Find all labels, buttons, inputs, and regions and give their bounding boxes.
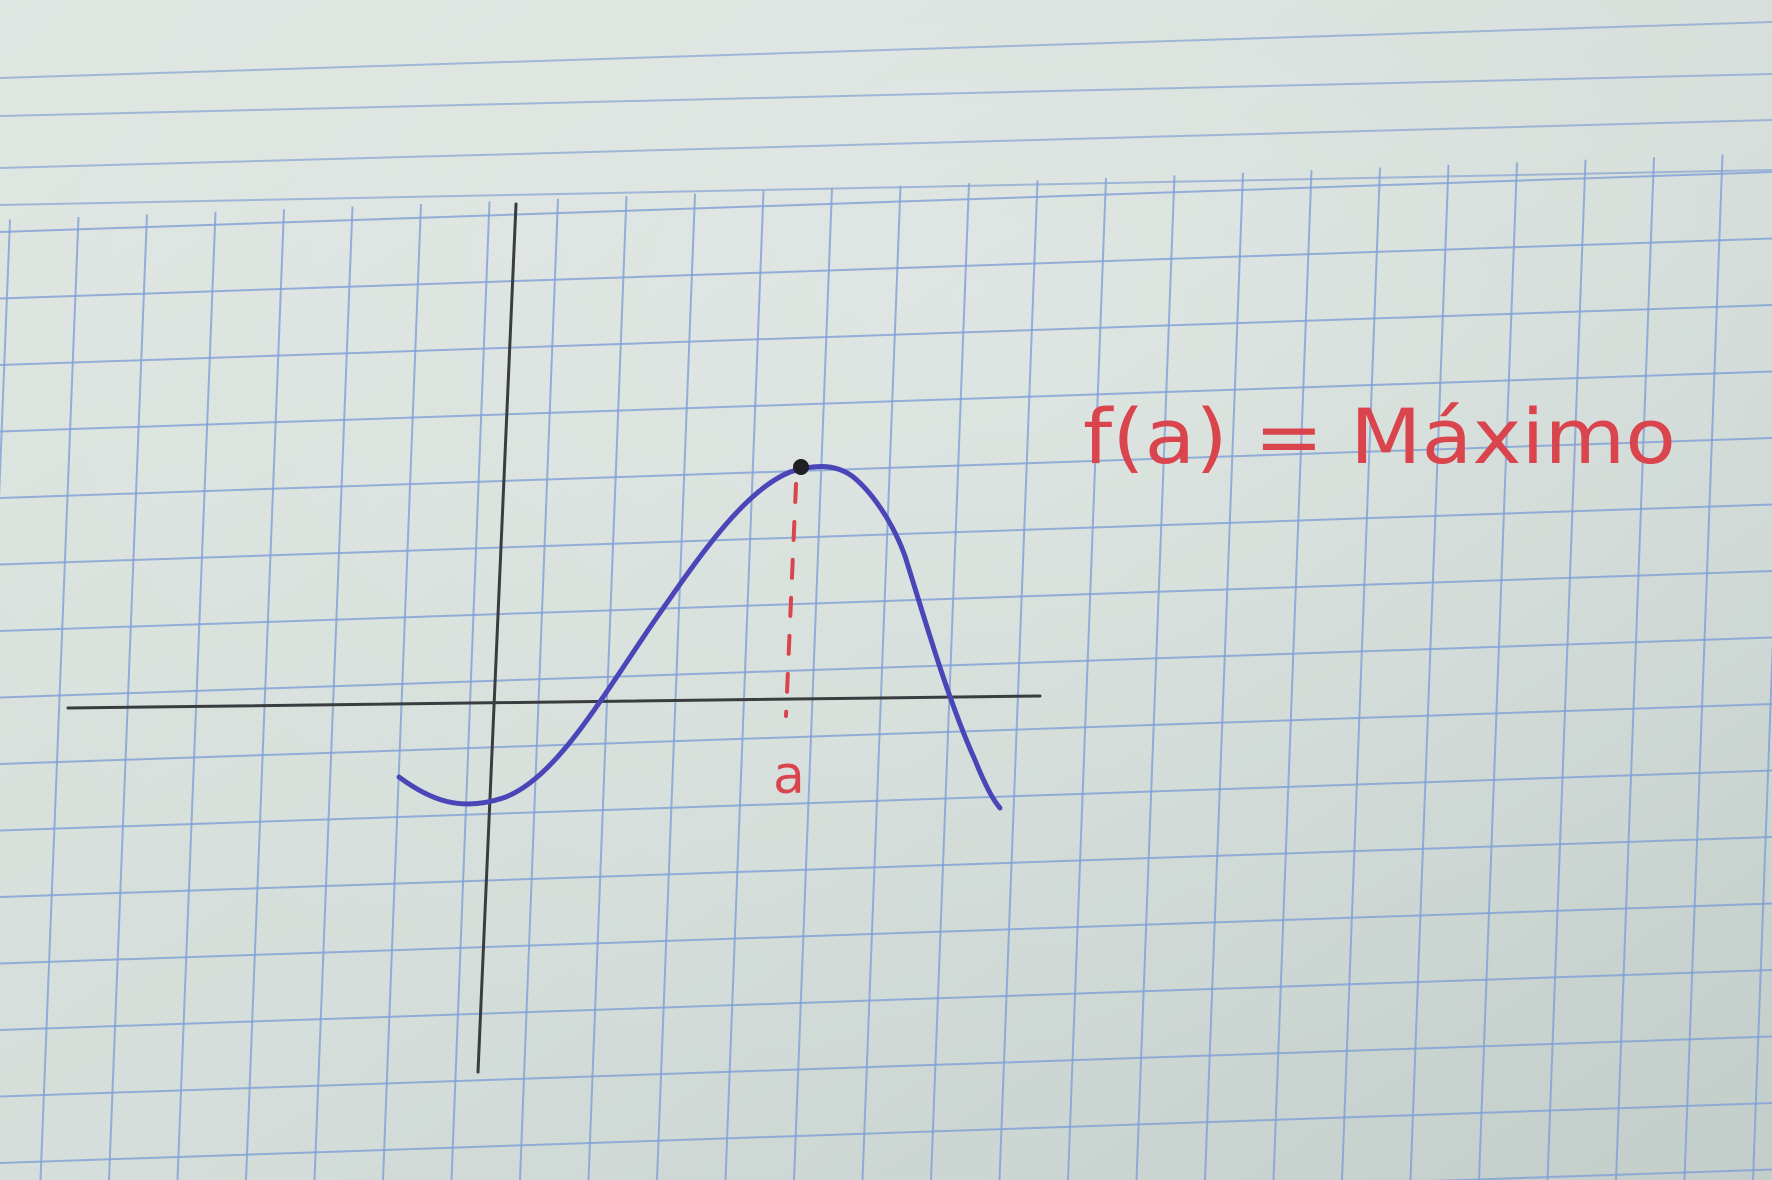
grid-line-horizontal bbox=[0, 1102, 1772, 1164]
grid-line-horizontal bbox=[0, 237, 1772, 300]
grid-line-horizontal bbox=[0, 171, 1772, 233]
grid-line-vertical bbox=[1752, 638, 1772, 1180]
grid-line-horizontal bbox=[0, 836, 1772, 898]
grid-line-vertical bbox=[1409, 164, 1450, 1180]
grid-line-vertical bbox=[39, 216, 80, 1180]
ruled-line bbox=[0, 73, 1772, 117]
grid-lines bbox=[0, 154, 1772, 1180]
maximum-point bbox=[793, 459, 809, 475]
grid-line-vertical bbox=[930, 183, 970, 1180]
grid-line-vertical bbox=[176, 211, 217, 1180]
grid-line-vertical bbox=[724, 190, 765, 1180]
grid-line-vertical bbox=[861, 185, 902, 1180]
grid-line-vertical bbox=[793, 188, 833, 1180]
grid-line-vertical bbox=[1683, 154, 1724, 1180]
grid-line-vertical bbox=[1272, 170, 1313, 1180]
grid-line-vertical bbox=[1341, 167, 1381, 1180]
ruled-line bbox=[0, 119, 1772, 169]
grid-line-vertical bbox=[245, 209, 285, 1180]
y-axis bbox=[476, 202, 518, 1074]
ruled-lines bbox=[0, 21, 1772, 206]
grid-line-vertical bbox=[1135, 175, 1176, 1180]
maximum-dashed-line bbox=[784, 482, 798, 718]
grid-line-vertical bbox=[998, 180, 1039, 1180]
grid-line-horizontal bbox=[0, 769, 1772, 832]
grid-line-horizontal bbox=[0, 703, 1772, 765]
x-point-label: a bbox=[773, 746, 805, 806]
grid-line-vertical bbox=[108, 214, 148, 1180]
grid-line-horizontal bbox=[0, 570, 1772, 632]
grid-line-horizontal bbox=[0, 304, 1772, 366]
grid-line-vertical bbox=[1204, 172, 1244, 1180]
function-curve bbox=[396, 464, 1003, 811]
grid-line-vertical bbox=[1546, 159, 1587, 1180]
ruled-line bbox=[0, 169, 1772, 206]
grid-line-horizontal bbox=[0, 1035, 1772, 1098]
grid-line-vertical bbox=[0, 219, 11, 498]
grid-line-vertical bbox=[1615, 157, 1655, 1180]
grid-line-vertical bbox=[519, 198, 559, 1180]
grid-line-vertical bbox=[313, 206, 354, 1180]
grid-line-horizontal bbox=[0, 503, 1772, 566]
maximum-equation: f(a) = Máximo bbox=[1083, 392, 1676, 481]
grid-line-vertical bbox=[450, 201, 491, 1180]
grid-line-vertical bbox=[1478, 162, 1518, 1180]
grid-line-horizontal bbox=[0, 437, 1772, 499]
grid-line-horizontal bbox=[0, 969, 1772, 1031]
grid-line-horizontal bbox=[0, 370, 1772, 433]
ruled-line bbox=[0, 21, 1772, 79]
grid-line-vertical bbox=[1067, 177, 1107, 1180]
grid-line-horizontal bbox=[0, 636, 1772, 699]
x-axis bbox=[66, 694, 1042, 710]
grid-line-horizontal bbox=[0, 902, 1772, 965]
grid-line-vertical bbox=[656, 193, 696, 1180]
